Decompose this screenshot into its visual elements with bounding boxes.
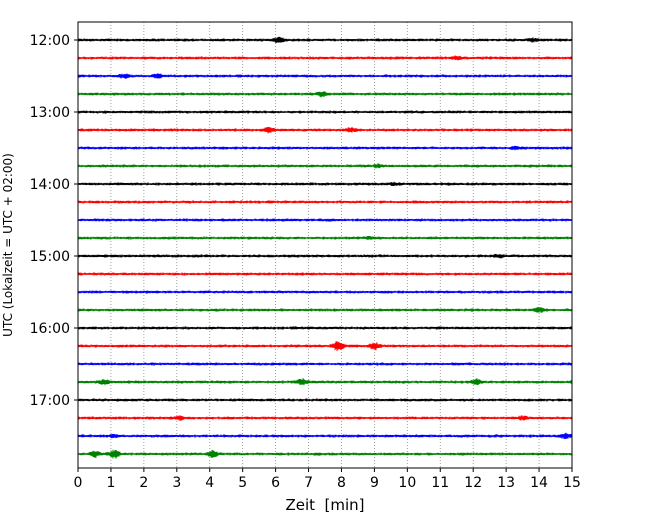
x-tick-label: 8 — [337, 475, 346, 491]
y-axis-ticks: 12:00 13:00 14:00 15:00 16:00 17:00 — [30, 33, 78, 409]
x-axis-ticks: 0 1 2 3 4 5 6 7 8 9 10 11 12 13 14 15 — [74, 468, 581, 491]
y-tick-label: 13:00 — [30, 105, 70, 121]
y-tick-label: 17:00 — [30, 393, 70, 409]
x-tick-label: 0 — [74, 475, 83, 491]
x-tick-label: 15 — [563, 475, 581, 491]
x-tick-label: 13 — [497, 475, 515, 491]
x-tick-label: 4 — [205, 475, 214, 491]
x-tick-label: 2 — [139, 475, 148, 491]
x-tick-label: 14 — [530, 475, 548, 491]
x-tick-label: 9 — [370, 475, 379, 491]
y-tick-label: 15:00 — [30, 249, 70, 265]
plot-background — [78, 22, 572, 468]
plot-frame — [77, 21, 573, 469]
y-tick-label: 12:00 — [30, 33, 70, 49]
x-tick-label: 10 — [398, 475, 416, 491]
x-tick-label: 3 — [172, 475, 181, 491]
y-tick-label: 16:00 — [30, 321, 70, 337]
x-tick-label: 12 — [464, 475, 482, 491]
x-axis-label: Zeit [min] — [285, 496, 364, 514]
x-tick-label: 6 — [271, 475, 280, 491]
x-tick-label: 1 — [106, 475, 115, 491]
x-tick-label: 5 — [238, 475, 247, 491]
y-axis-label: UTC (Lokalzeit = UTC + 02:00) — [1, 153, 15, 337]
x-tick-label: 7 — [304, 475, 313, 491]
y-tick-label: 14:00 — [30, 177, 70, 193]
x-tick-label: 11 — [431, 475, 449, 491]
